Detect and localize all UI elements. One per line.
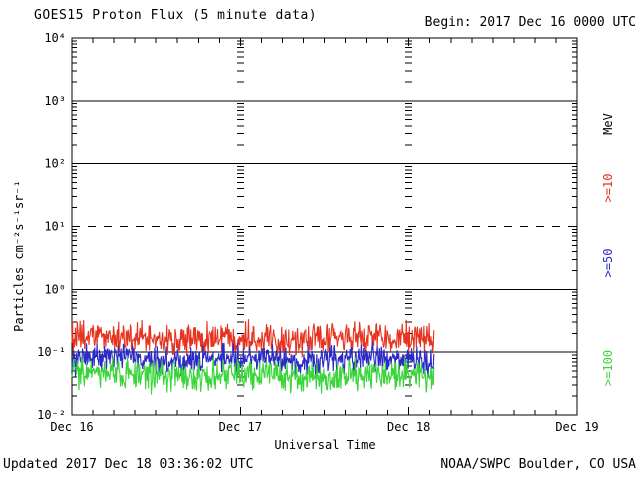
- y-tick-labels: 10⁴ 10³ 10² 10¹ 10⁰ 10⁻¹ 10⁻²: [37, 31, 66, 422]
- y-axis-label: Particles cm⁻²s⁻¹sr⁻¹: [12, 180, 26, 332]
- x-axis-label: Universal Time: [274, 438, 376, 452]
- y-tick-label: 10⁻¹: [37, 345, 66, 359]
- y-tick-label: 10⁴: [44, 31, 66, 45]
- y-tick-label: 10³: [44, 94, 66, 108]
- x-tick-label: Dec 16: [50, 420, 93, 434]
- begin-timestamp: Begin: 2017 Dec 16 0000 UTC: [424, 15, 636, 30]
- legend-ge50-label: >=50: [601, 248, 615, 278]
- legend-ge10-label: >=10: [601, 173, 615, 203]
- axis-ticks: [72, 37, 577, 416]
- x-tick-labels: Dec 16 Dec 17 Dec 18 Dec 19: [50, 420, 598, 434]
- source-credit: NOAA/SWPC Boulder, CO USA: [440, 457, 636, 472]
- updated-timestamp: Updated 2017 Dec 18 03:36:02 UTC: [3, 457, 254, 472]
- legend-ge100-label: >=100: [601, 349, 615, 387]
- x-tick-label: Dec 18: [387, 420, 430, 434]
- y-tick-label: 10²: [44, 157, 66, 171]
- right-axis-unit-label: MeV: [601, 113, 615, 135]
- y-tick-label: 10⁻²: [37, 408, 66, 422]
- x-tick-label: Dec 19: [555, 420, 598, 434]
- trace-100: [71, 356, 435, 395]
- y-tick-label: 10⁰: [44, 282, 66, 296]
- chart-title: GOES15 Proton Flux (5 minute data): [34, 8, 318, 23]
- x-tick-label: Dec 17: [219, 420, 262, 434]
- y-tick-label: 10¹: [44, 220, 66, 234]
- trace-50: [71, 341, 435, 379]
- plot-frame: [71, 37, 578, 416]
- gridlines: [72, 100, 577, 353]
